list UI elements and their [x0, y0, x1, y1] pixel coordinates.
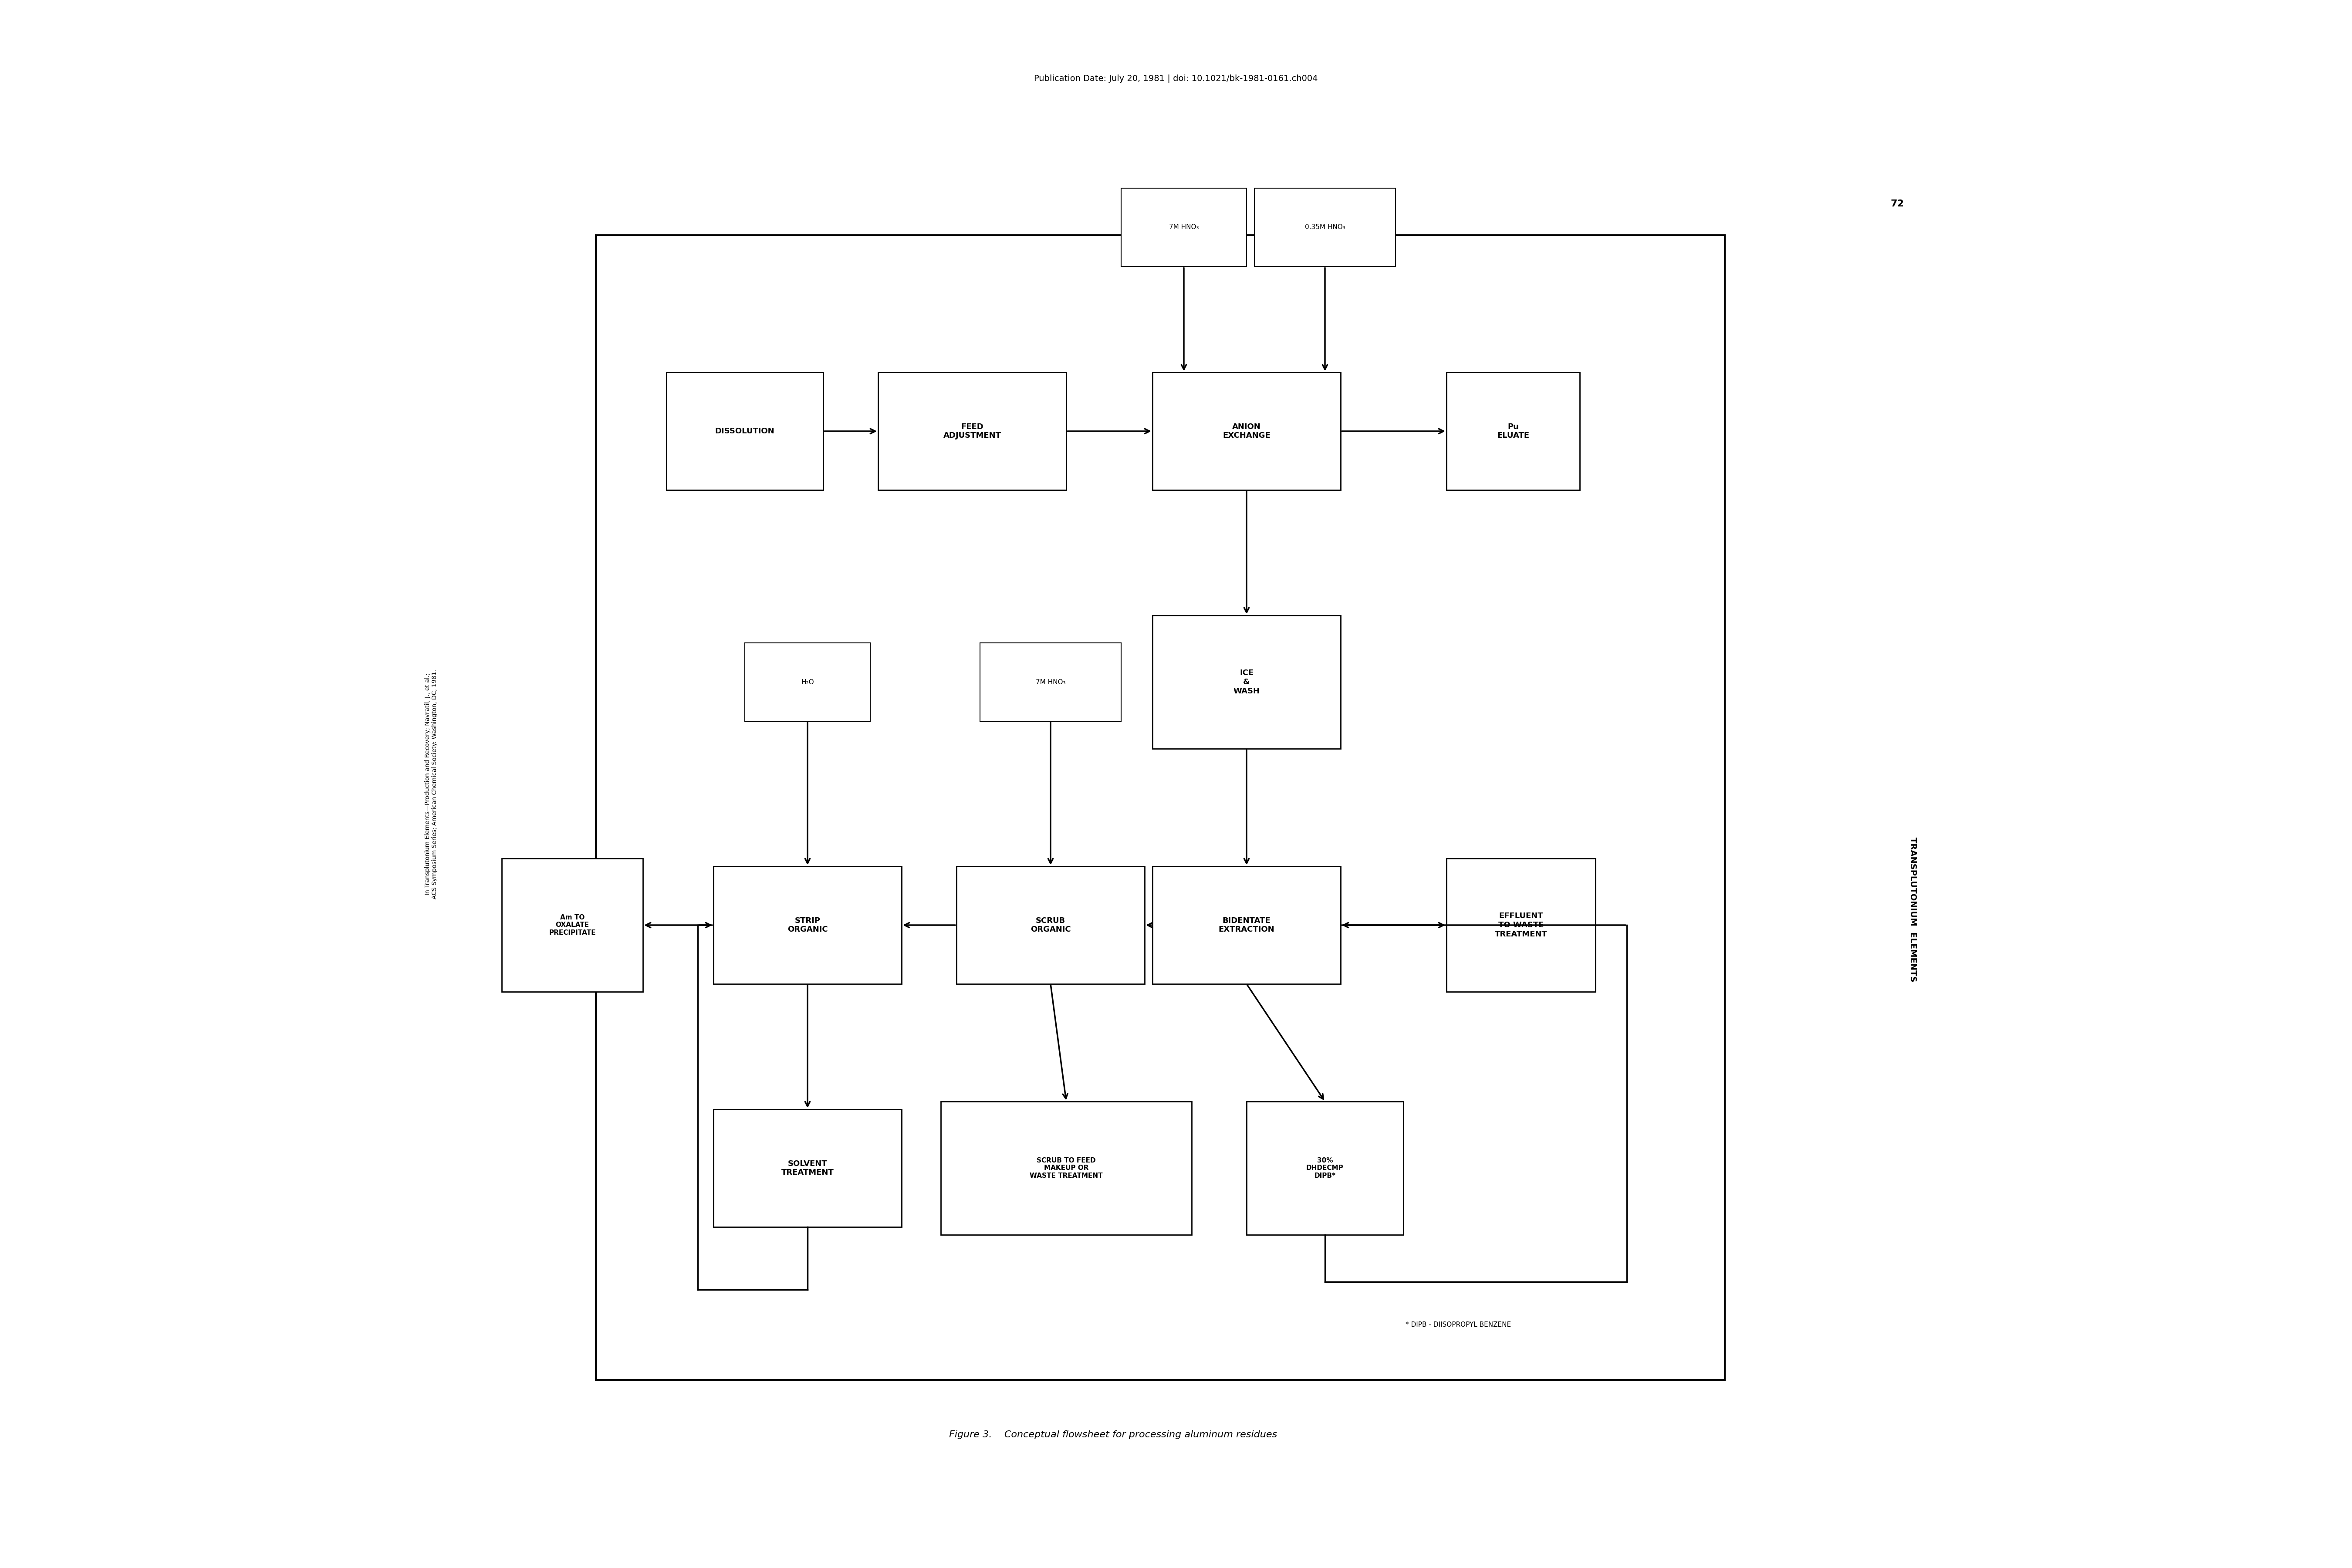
FancyBboxPatch shape	[981, 643, 1122, 721]
FancyBboxPatch shape	[746, 643, 870, 721]
Text: H₂O: H₂O	[802, 679, 814, 685]
FancyBboxPatch shape	[713, 1110, 901, 1226]
FancyBboxPatch shape	[595, 235, 1724, 1380]
FancyBboxPatch shape	[957, 866, 1145, 985]
FancyBboxPatch shape	[666, 373, 823, 489]
Text: SOLVENT
TREATMENT: SOLVENT TREATMENT	[781, 1160, 835, 1176]
Text: 7M HNO₃: 7M HNO₃	[1035, 679, 1065, 685]
Text: FEED
ADJUSTMENT: FEED ADJUSTMENT	[943, 423, 1002, 439]
Text: 7M HNO₃: 7M HNO₃	[1169, 224, 1200, 230]
FancyBboxPatch shape	[1446, 373, 1581, 489]
Text: * DIPB - DIISOPROPYL BENZENE: * DIPB - DIISOPROPYL BENZENE	[1406, 1322, 1510, 1328]
Text: Am TO
OXALATE
PRECIPITATE: Am TO OXALATE PRECIPITATE	[548, 914, 595, 936]
FancyBboxPatch shape	[501, 859, 642, 993]
Text: Publication Date: July 20, 1981 | doi: 10.1021/bk-1981-0161.ch004: Publication Date: July 20, 1981 | doi: 1…	[1035, 74, 1317, 83]
Text: Figure 3.    Conceptual flowsheet for processing aluminum residues: Figure 3. Conceptual flowsheet for proce…	[950, 1430, 1277, 1439]
Text: ANION
EXCHANGE: ANION EXCHANGE	[1223, 423, 1270, 439]
Text: EFFLUENT
TO WASTE
TREATMENT: EFFLUENT TO WASTE TREATMENT	[1494, 913, 1548, 938]
FancyBboxPatch shape	[941, 1101, 1192, 1236]
FancyBboxPatch shape	[1152, 866, 1341, 985]
FancyBboxPatch shape	[877, 373, 1065, 489]
Text: SCRUB
ORGANIC: SCRUB ORGANIC	[1030, 917, 1070, 933]
FancyBboxPatch shape	[1446, 859, 1595, 993]
Text: BIDENTATE
EXTRACTION: BIDENTATE EXTRACTION	[1218, 917, 1275, 933]
FancyBboxPatch shape	[1247, 1101, 1404, 1236]
Text: 0.35M HNO₃: 0.35M HNO₃	[1305, 224, 1345, 230]
Text: DISSOLUTION: DISSOLUTION	[715, 426, 774, 434]
FancyBboxPatch shape	[713, 866, 901, 985]
Text: Pu
ELUATE: Pu ELUATE	[1496, 423, 1529, 439]
Text: 72: 72	[1891, 199, 1905, 209]
Text: SCRUB TO FEED
MAKEUP OR
WASTE TREATMENT: SCRUB TO FEED MAKEUP OR WASTE TREATMENT	[1030, 1157, 1103, 1179]
Text: TRANSPLUTONIUM  ELEMENTS: TRANSPLUTONIUM ELEMENTS	[1910, 837, 1917, 982]
FancyBboxPatch shape	[1122, 188, 1247, 267]
Text: 30%
DHDECMP
DIPB*: 30% DHDECMP DIPB*	[1305, 1157, 1343, 1179]
FancyBboxPatch shape	[1152, 373, 1341, 489]
FancyBboxPatch shape	[1254, 188, 1395, 267]
Text: In Transplutonium Elements—Production and Recovery; Navratil, J., et al.;
ACS Sy: In Transplutonium Elements—Production an…	[426, 670, 437, 898]
FancyBboxPatch shape	[1152, 616, 1341, 750]
Text: STRIP
ORGANIC: STRIP ORGANIC	[788, 917, 828, 933]
Text: ICE
&
WASH: ICE & WASH	[1232, 670, 1261, 695]
